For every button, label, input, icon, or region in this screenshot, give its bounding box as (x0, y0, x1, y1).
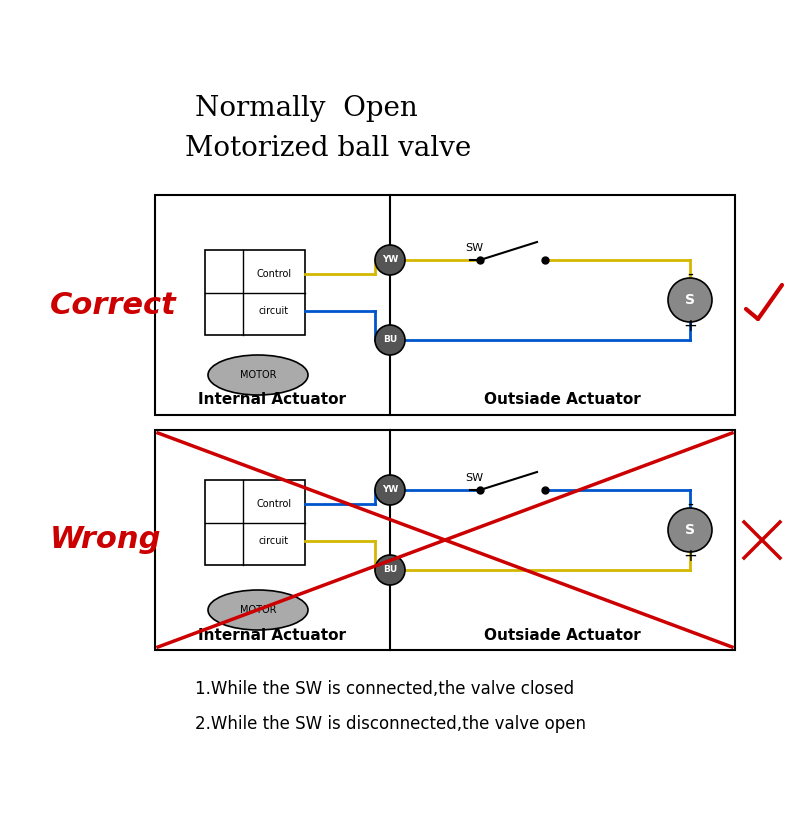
Bar (205, 480, 305, 565)
Circle shape (375, 325, 405, 355)
Text: 1.While the SW is connected,the valve closed: 1.While the SW is connected,the valve cl… (195, 680, 574, 698)
Text: 2.While the SW is disconnected,the valve open: 2.While the SW is disconnected,the valve… (195, 715, 586, 733)
Ellipse shape (208, 355, 308, 395)
Text: BU: BU (383, 336, 397, 345)
Text: MOTOR: MOTOR (240, 370, 276, 380)
Text: +: + (683, 317, 697, 335)
Text: Internal Actuator: Internal Actuator (198, 392, 346, 408)
Circle shape (375, 245, 405, 275)
Circle shape (375, 555, 405, 585)
Text: BU: BU (383, 565, 397, 574)
Text: circuit: circuit (259, 306, 289, 316)
Text: Internal Actuator: Internal Actuator (198, 627, 346, 642)
Bar (155, 430, 735, 650)
Text: YW: YW (382, 256, 398, 265)
Text: Control: Control (257, 269, 291, 278)
Text: circuit: circuit (259, 536, 289, 546)
Text: Outsiade Actuator: Outsiade Actuator (484, 392, 641, 408)
Text: -: - (687, 495, 693, 513)
Text: SW: SW (465, 473, 483, 483)
Text: +: + (683, 547, 697, 565)
Text: Wrong: Wrong (50, 526, 162, 554)
Text: Motorized ball valve: Motorized ball valve (185, 135, 471, 162)
Circle shape (668, 508, 712, 552)
Bar (205, 250, 305, 335)
Text: S: S (685, 523, 695, 537)
Text: Correct: Correct (50, 291, 177, 319)
Ellipse shape (208, 590, 308, 630)
Text: Control: Control (257, 499, 291, 509)
Circle shape (668, 278, 712, 322)
Text: MOTOR: MOTOR (240, 605, 276, 615)
Text: SW: SW (465, 243, 483, 253)
Text: Normally  Open: Normally Open (195, 95, 418, 122)
Text: Outsiade Actuator: Outsiade Actuator (484, 627, 641, 642)
Bar (155, 195, 735, 415)
Text: S: S (685, 293, 695, 307)
Circle shape (375, 475, 405, 505)
Text: -: - (687, 265, 693, 283)
Text: YW: YW (382, 486, 398, 495)
